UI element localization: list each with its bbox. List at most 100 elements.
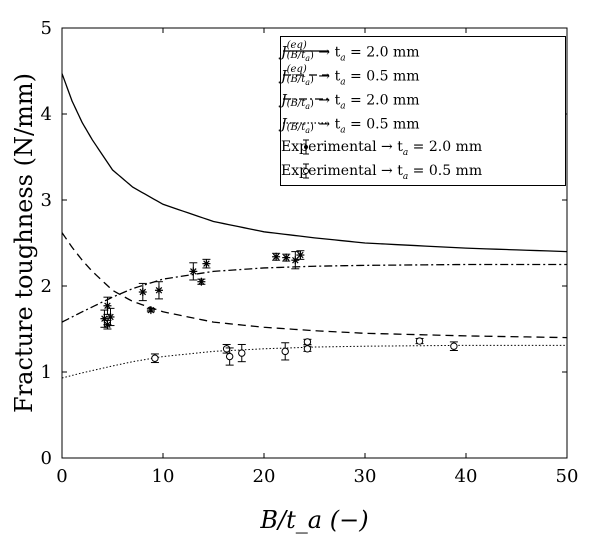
circle-marker — [238, 349, 246, 357]
star-marker — [104, 321, 111, 328]
legend-subscript-index: a — [305, 77, 311, 87]
star-marker — [147, 306, 155, 314]
x-tick-label: 40 — [455, 466, 478, 487]
legend-label: J (B/ta) → ta = 0.5 mm — [281, 113, 420, 136]
legend-arrow-text: → t — [313, 68, 341, 84]
data-point — [303, 345, 312, 353]
legend-subscript-index: a — [305, 125, 311, 135]
data-point — [237, 343, 246, 363]
star-marker — [272, 253, 280, 261]
star-marker — [101, 315, 108, 322]
legend-symbol — [303, 139, 309, 155]
y-axis-label: Fracture toughness (N/mm) — [10, 73, 38, 413]
data-point — [103, 319, 112, 330]
series-line-0 — [61, 73, 568, 253]
data-point — [154, 281, 163, 300]
star-marker — [282, 254, 290, 261]
legend-symbol — [283, 74, 329, 76]
star-marker — [104, 302, 111, 310]
axes-frame — [61, 27, 568, 459]
legend-arrow-text: → t — [313, 116, 341, 132]
legend-value: = 0.5 mm — [345, 68, 420, 84]
y-tick-label: 2 — [41, 276, 52, 297]
circle-marker — [225, 352, 234, 361]
legend-arrow-text: → t — [376, 138, 403, 155]
legend-t-index: a — [402, 171, 409, 182]
legend-j: J — [281, 92, 287, 108]
y-tick-label: 5 — [41, 18, 52, 39]
legend-subscript: (B/ta) — [286, 97, 314, 112]
legend-t-index: a — [402, 147, 409, 158]
legend-subscript-text: (B/t — [286, 73, 306, 85]
legend-subscript-text: (B/t — [286, 49, 306, 61]
y-tick-label: 1 — [41, 362, 52, 383]
legend-t-index: a — [340, 124, 346, 135]
data-point — [225, 347, 234, 366]
legend-symbol — [283, 98, 329, 100]
data-point — [415, 337, 424, 345]
legend-value: = 0.5 mm — [408, 162, 483, 179]
legend-arrow-text: → t — [376, 162, 403, 179]
legend-subscript-close: ) — [310, 97, 314, 109]
legend-label: Experimental → ta = 0.5 mm — [281, 163, 482, 182]
legend-sub-sup: (B/ta) — [287, 113, 314, 136]
star-marker — [292, 256, 299, 264]
star-marker — [203, 260, 210, 267]
circle-marker — [222, 345, 231, 353]
legend-symbol — [283, 122, 329, 124]
data-point — [296, 250, 305, 260]
legend-subscript: (B/ta) — [286, 121, 314, 136]
legend-arrow-text: → t — [313, 44, 341, 60]
data-point — [138, 282, 147, 302]
legend-t-index: a — [340, 100, 346, 111]
data-point — [281, 342, 290, 361]
legend-symbol — [303, 163, 309, 179]
legend-item: Experimental → ta = 2.0 mm — [281, 137, 482, 159]
data-point — [106, 307, 115, 327]
data-point — [197, 277, 206, 286]
star-marker — [107, 313, 114, 321]
x-tick-label: 0 — [56, 466, 67, 487]
data-point — [291, 251, 300, 270]
data-point — [303, 338, 312, 346]
legend-item: J (B/ta) → ta = 0.5 mm — [281, 113, 420, 135]
legend-value: = 2.0 mm — [345, 44, 420, 60]
circle-marker — [281, 347, 289, 356]
legend-item: Experimental → ta = 0.5 mm — [281, 161, 482, 183]
x-tick-label: 20 — [253, 466, 276, 487]
circle-marker — [303, 338, 312, 346]
legend-subscript-close: ) — [310, 73, 314, 85]
legend-sub-sup: (eq) (B/ta) — [286, 39, 314, 64]
legend-sub-sup: (B/ta) — [287, 89, 314, 112]
data-point — [202, 258, 211, 269]
legend-t-index: a — [340, 76, 346, 87]
x-tick-label: 10 — [152, 466, 175, 487]
data-point — [189, 262, 198, 281]
legend-subscript-index: a — [305, 101, 311, 111]
circle-marker — [415, 337, 424, 345]
circle-marker — [303, 345, 312, 353]
x-axis-label: B/t_a (−) — [259, 506, 368, 534]
legend-symbol — [283, 50, 329, 52]
data-point — [282, 253, 291, 262]
legend-t-index: a — [340, 52, 346, 63]
series-line-3 — [61, 344, 567, 379]
legend-label: Experimental → ta = 2.0 mm — [281, 139, 482, 158]
legend-subscript-text: (B/t — [286, 121, 306, 133]
legend-superscript: (eq) — [286, 39, 307, 51]
legend-arrow-text: → t — [313, 92, 341, 108]
legend-subscript-text: (B/t — [286, 97, 306, 109]
legend-superscript: (eq) — [286, 63, 307, 75]
legend-j: J — [281, 44, 287, 60]
star-marker — [198, 278, 205, 285]
legend-subscript-close: ) — [310, 121, 314, 133]
legend-item: J (B/ta) → ta = 2.0 mm — [281, 89, 420, 111]
legend-subscript-index: a — [305, 53, 311, 63]
star-marker — [139, 288, 147, 296]
legend-subscript: (B/ta) — [286, 73, 314, 88]
legend-value: = 0.5 mm — [345, 116, 420, 132]
legend-item: J (eq) (B/ta) → ta = 0.5 mm — [281, 63, 420, 88]
legend-subscript: (B/ta) — [286, 49, 314, 64]
legend-label: J (eq) (B/ta) → ta = 2.0 mm — [281, 39, 420, 64]
